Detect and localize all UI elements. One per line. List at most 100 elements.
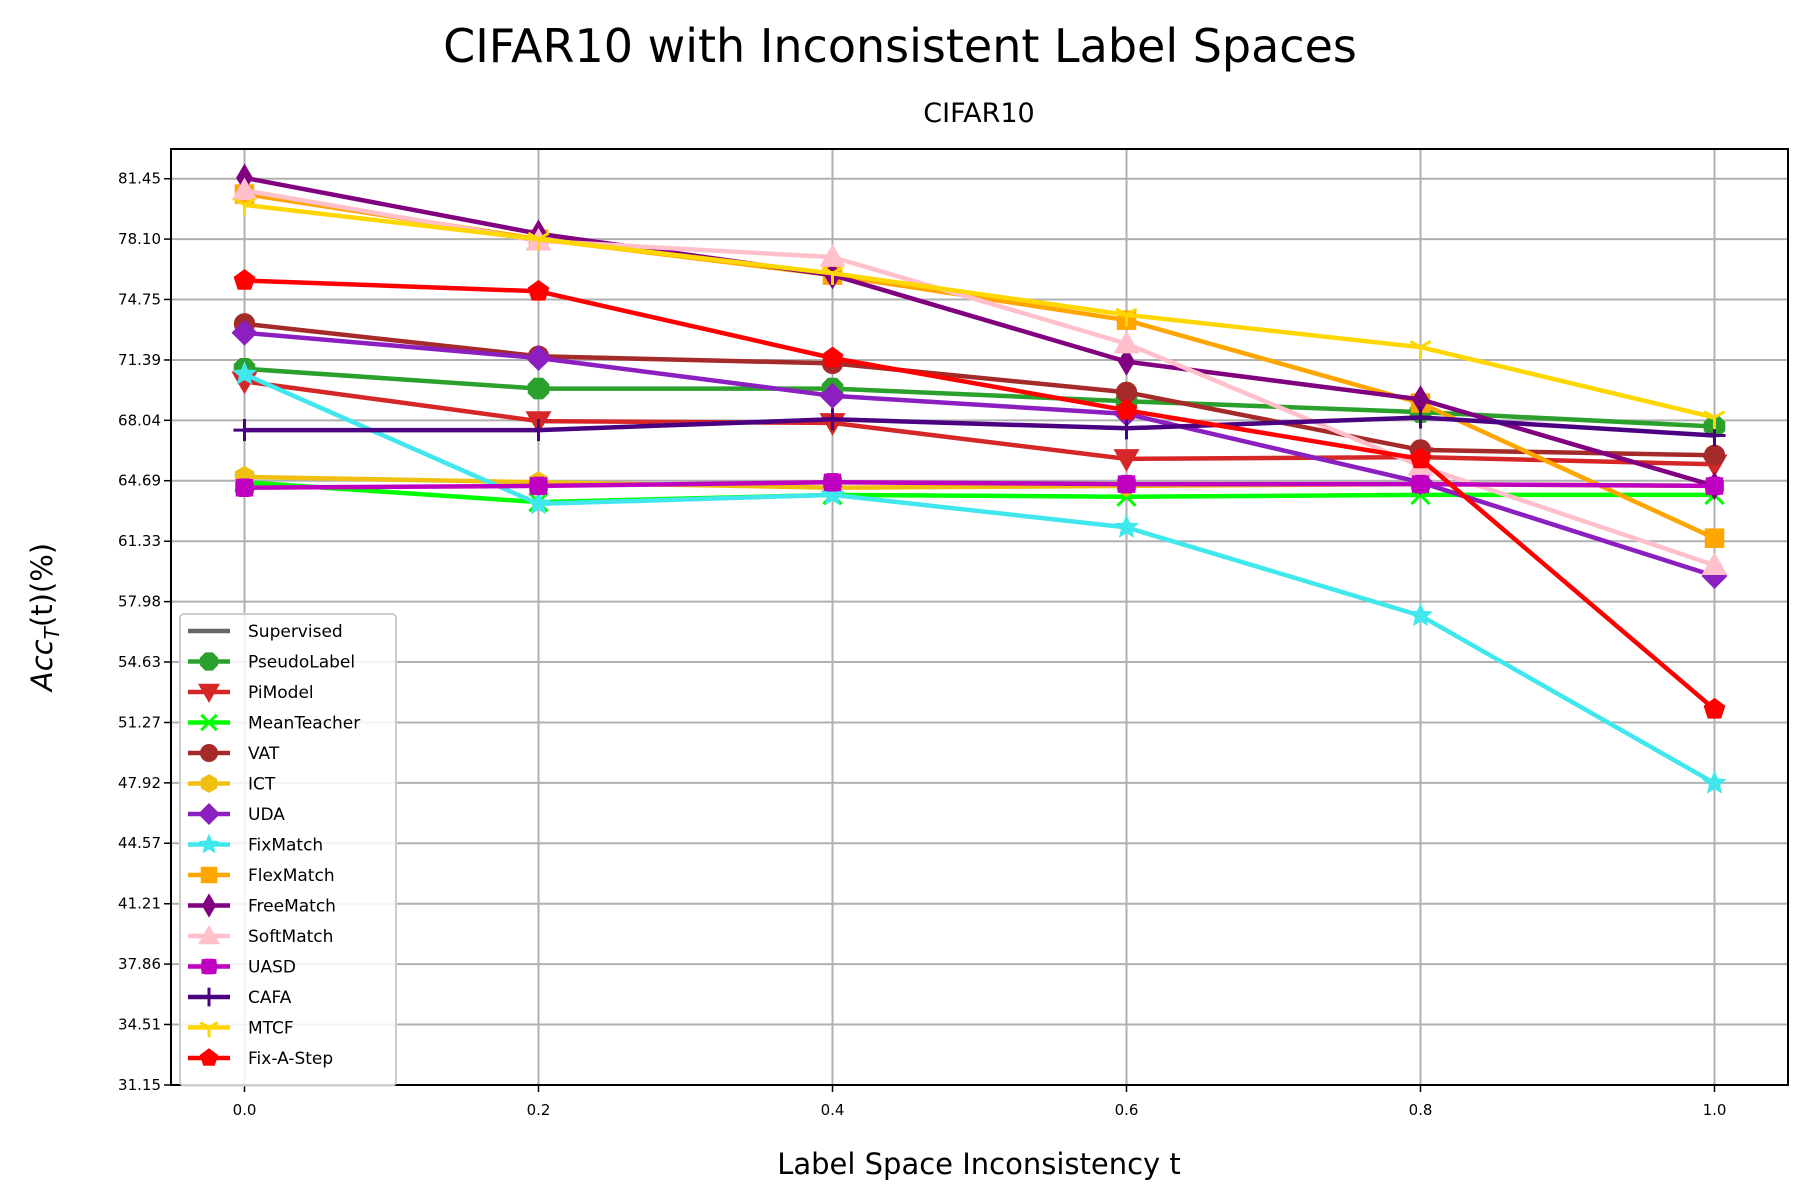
data-point-fix-a-step [527, 279, 550, 301]
y-tick-label: 57.98 [118, 593, 161, 611]
data-point-uasd [1709, 476, 1720, 496]
data-point-mtcf [1115, 307, 1138, 327]
data-point-cafa [821, 408, 844, 431]
data-point-fix-a-step [1703, 697, 1726, 719]
grid-lines [171, 149, 1788, 1086]
chart-title: CIFAR10 [923, 98, 1034, 129]
data-point-freematch [1412, 385, 1429, 414]
legend-marker [199, 743, 219, 763]
legend-item-freematch: FreeMatch [188, 893, 336, 918]
legend-item-supervised: Supervised [188, 622, 343, 642]
data-point-fix-a-step [821, 346, 844, 368]
data-point-mtcf [233, 197, 256, 217]
series-line-meanteacher [244, 480, 1715, 505]
data-point-fix-a-step [1409, 447, 1432, 469]
legend-item-ict: ICT [188, 774, 276, 795]
y-tick-label: 71.39 [118, 351, 161, 369]
data-point-pimodel [1113, 449, 1140, 472]
legend-marker [204, 958, 214, 975]
data-point-fix-a-step [1115, 398, 1138, 420]
y-tick-label: 51.27 [118, 713, 161, 731]
legend-label: MTCF [248, 1019, 294, 1039]
y-tick-label: 31.15 [118, 1076, 161, 1094]
legend-item-flexmatch: FlexMatch [188, 866, 335, 886]
legend-label: Supervised [248, 622, 343, 642]
data-point-mtcf [1409, 340, 1432, 359]
series-fix-a-step [233, 269, 1726, 719]
figure-title: CIFAR10 with Inconsistent Label Spaces [443, 19, 1357, 73]
data-point-cafa [233, 419, 256, 442]
y-tick-label: 41.21 [118, 895, 161, 913]
data-point-fixmatch [232, 361, 257, 385]
legend-item-fix-a-step: Fix-A-Step [188, 1048, 333, 1069]
legend-marker [198, 803, 220, 825]
y-tick-label: 47.92 [118, 774, 161, 792]
data-point-fix-a-step [233, 269, 256, 290]
data-point-fixmatch [1408, 602, 1433, 627]
data-point-uda [525, 345, 552, 372]
x-tick-label: 0.8 [1409, 1101, 1433, 1119]
data-point-cafa [527, 419, 550, 442]
legend-marker [200, 774, 218, 793]
legend-marker [198, 833, 220, 854]
data-point-freematch [1118, 347, 1135, 376]
legend-marker [199, 652, 219, 671]
y-tick-label: 54.63 [118, 653, 161, 671]
y-axis-title-rest: (t)(%) [25, 543, 59, 627]
y-tick-label: 61.33 [118, 532, 161, 550]
y-tick-label: 34.51 [118, 1015, 161, 1033]
data-point-mtcf [1703, 410, 1726, 430]
legend-item-softmatch: SoftMatch [188, 925, 333, 947]
series-line-pimodel [244, 379, 1715, 467]
y-axis-title-sub: T [40, 625, 64, 639]
data-point-fixmatch [1114, 514, 1139, 538]
series-line-uasd [244, 480, 1715, 490]
legend-label: PiModel [248, 683, 314, 703]
axis-ticks: 0.0 0.2 0.4 0.6 0.8 1.0 31.15 34.51 37.86 41.21 44… [118, 170, 1726, 1119]
data-point-uda [819, 382, 846, 409]
y-tick-label: 44.57 [118, 834, 161, 852]
x-tick-label: 0.6 [1115, 1101, 1139, 1119]
x-axis-title: Label Space Inconsistency t [777, 1147, 1181, 1181]
legend-item-pseudolabel: PseudoLabel [188, 652, 355, 673]
series-mtcf [233, 197, 1726, 430]
data-point-uasd [1415, 474, 1426, 494]
legend-marker [198, 683, 220, 703]
legend-item-fixmatch: FixMatch [188, 833, 323, 856]
data-point-fixmatch [820, 481, 845, 506]
legend-item-uasd: UASD [188, 958, 296, 978]
x-tick-label: 0.4 [821, 1101, 845, 1119]
data-point-fixmatch [526, 490, 551, 515]
data-point-vat [1115, 381, 1138, 403]
y-axis-title-base: Acc [25, 639, 59, 693]
legend-label: FixMatch [248, 836, 323, 856]
x-tick-label: 1.0 [1703, 1101, 1727, 1119]
data-point-uasd [1121, 474, 1132, 494]
y-tick-label: 78.10 [118, 230, 161, 248]
data-point-fixmatch [1702, 770, 1727, 794]
legend-marker [200, 866, 218, 884]
data-point-uasd [533, 476, 544, 496]
y-tick-label: 68.04 [118, 411, 161, 429]
legend-label: Fix-A-Step [248, 1049, 333, 1069]
y-axis-title: AccT(t)(%) [25, 543, 64, 693]
data-point-softmatch [1113, 330, 1140, 354]
legend-marker [198, 925, 220, 945]
legend-item-vat: VAT [188, 743, 280, 764]
data-point-cafa [1409, 406, 1432, 429]
legend-label: FlexMatch [248, 866, 335, 886]
legend-label: FreeMatch [248, 897, 336, 917]
legend-label: VAT [248, 744, 280, 764]
data-point-cafa [1115, 417, 1138, 440]
y-tick-label: 74.75 [118, 290, 161, 308]
data-point-uasd [239, 478, 250, 497]
data-point-vat [1703, 444, 1726, 466]
series-line-fixmatch [243, 372, 1716, 786]
y-tick-label: 37.86 [118, 955, 161, 973]
data-point-mtcf [821, 266, 844, 286]
series-lines [231, 163, 1728, 794]
legend-item-mtcf: MTCF [188, 1019, 294, 1039]
legend-label: CAFA [248, 988, 292, 1008]
series-uasd [235, 473, 1724, 497]
